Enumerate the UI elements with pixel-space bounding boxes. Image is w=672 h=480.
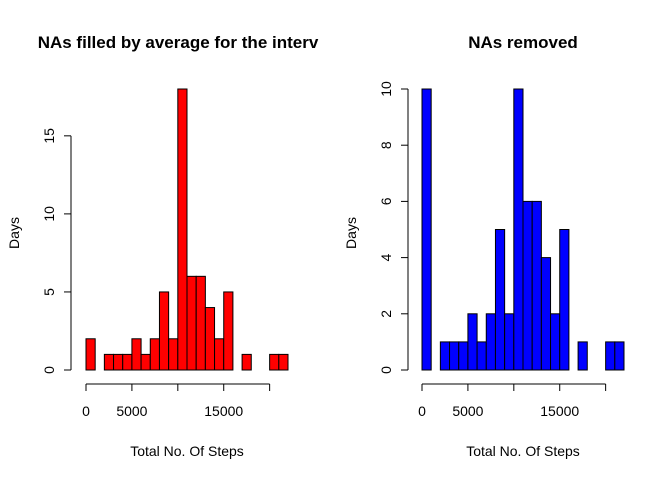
right-bar-15 [559, 229, 570, 371]
left-bars [85, 88, 289, 371]
left-bar-20 [269, 353, 280, 371]
right-bar-0 [421, 88, 432, 371]
right-bar-3 [449, 341, 460, 371]
left-bar-10 [177, 88, 188, 371]
left-chart-title: NAs filled by average for the interv [38, 33, 319, 52]
left-bar-2 [103, 353, 115, 371]
histogram-right-panel: NAs removed Total No. Of Steps Days 0 500… [343, 33, 625, 459]
right-bar-11 [522, 200, 533, 371]
right-bar-20 [605, 341, 616, 371]
left-y-tick-label-1: 5 [41, 288, 57, 296]
left-bar-5 [131, 338, 142, 371]
left-x-tick-label-1: 5000 [116, 403, 147, 419]
right-y-axis: 0 2 4 6 8 10 [378, 81, 409, 374]
left-bar-3 [113, 353, 124, 371]
right-bar-4 [458, 341, 469, 371]
left-bar-8 [158, 291, 170, 371]
left-x-axis: 0 5000 15000 [82, 383, 271, 419]
left-y-axis-label: Days [6, 217, 22, 249]
right-chart-title: NAs removed [468, 33, 578, 52]
left-bar-11 [186, 275, 197, 371]
right-bar-10 [513, 88, 524, 371]
left-bar-4 [122, 353, 133, 371]
right-bars [421, 88, 625, 371]
left-y-axis: 0 5 10 15 [41, 128, 72, 374]
right-x-tick-label-3: 15000 [540, 403, 579, 419]
left-y-tick-label-0: 0 [41, 366, 57, 374]
left-x-tick-label-0: 0 [82, 403, 90, 419]
right-bar-2 [439, 341, 451, 371]
right-bar-13 [540, 257, 552, 371]
histogram-left-panel: NAs filled by average for the interv Tot… [6, 33, 319, 459]
right-y-tick-label-1: 2 [378, 310, 394, 318]
left-y-tick-label-2: 10 [41, 206, 57, 222]
right-x-tick-label-1: 5000 [452, 403, 483, 419]
left-bar-0 [85, 338, 96, 371]
left-x-axis-label: Total No. Of Steps [130, 443, 244, 459]
right-bar-9 [504, 313, 515, 371]
left-x-tick-label-3: 15000 [204, 403, 243, 419]
left-bar-7 [149, 338, 160, 371]
right-bar-14 [550, 313, 561, 371]
right-y-tick-label-2: 4 [378, 253, 394, 261]
right-bar-12 [531, 200, 542, 371]
right-y-axis-label: Days [343, 217, 359, 249]
right-bar-7 [485, 313, 496, 371]
right-y-tick-label-3: 6 [378, 197, 394, 205]
left-bar-12 [195, 275, 206, 371]
right-bar-5 [467, 313, 478, 371]
right-bar-17 [577, 341, 588, 371]
left-bar-9 [168, 338, 179, 371]
right-bar-8 [494, 229, 506, 371]
right-bar-6 [476, 341, 487, 371]
left-bar-17 [241, 353, 252, 371]
left-bar-21 [278, 353, 289, 371]
left-bar-6 [140, 353, 151, 371]
right-y-tick-label-5: 10 [378, 81, 394, 97]
right-y-tick-label-4: 8 [378, 141, 394, 149]
right-x-axis-label: Total No. Of Steps [466, 443, 580, 459]
left-bar-13 [204, 307, 216, 371]
left-bar-14 [214, 338, 225, 371]
right-bar-21 [614, 341, 625, 371]
right-x-tick-label-0: 0 [418, 403, 426, 419]
left-y-tick-label-3: 15 [41, 128, 57, 144]
right-x-axis: 0 5000 15000 [418, 383, 607, 419]
right-y-tick-label-0: 0 [378, 366, 394, 374]
left-bar-15 [223, 291, 234, 371]
